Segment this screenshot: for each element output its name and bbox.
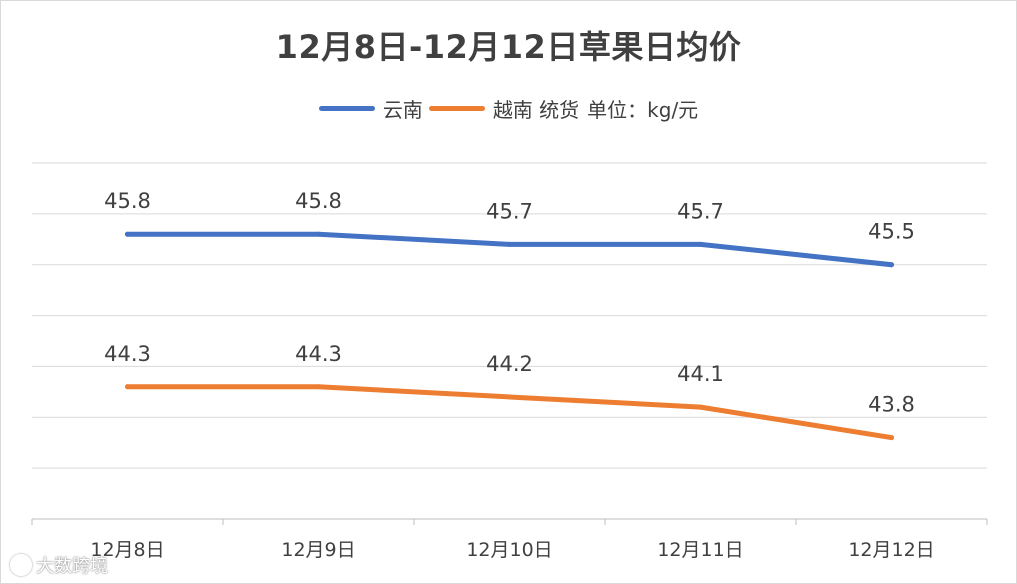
watermark-logo-icon bbox=[10, 554, 32, 576]
chart-title: 12月8日-12月12日草果日均价 bbox=[275, 28, 742, 66]
x-tick-label: 12月11日 bbox=[657, 539, 743, 561]
data-point bbox=[125, 231, 130, 237]
legend-item-yunnan: 云南 bbox=[318, 94, 423, 123]
data-label: 45.7 bbox=[677, 199, 724, 223]
data-point bbox=[125, 384, 130, 390]
data-point bbox=[316, 384, 321, 390]
series-line-0 bbox=[125, 231, 894, 268]
legend-label-yunnan: 云南 bbox=[382, 98, 423, 122]
data-label: 45.8 bbox=[104, 189, 151, 213]
data-label: 45.5 bbox=[868, 220, 915, 244]
legend-item-vietnam: 越南 统货 bbox=[428, 94, 580, 123]
data-point bbox=[316, 231, 321, 237]
data-label: 44.1 bbox=[677, 362, 724, 386]
legend-swatch-vietnam bbox=[428, 106, 485, 111]
series-line-1 bbox=[125, 384, 894, 441]
x-tick-label: 12月8日 bbox=[90, 539, 164, 561]
data-label: 43.8 bbox=[868, 393, 915, 417]
unit-note: 单位：kg/元 bbox=[587, 98, 699, 122]
watermark-text: 大数跨境 bbox=[36, 556, 108, 577]
data-point bbox=[698, 241, 703, 247]
data-point bbox=[889, 435, 894, 441]
data-label: 45.8 bbox=[295, 189, 342, 213]
data-point bbox=[889, 262, 894, 268]
data-point bbox=[507, 394, 512, 400]
data-label: 45.7 bbox=[486, 199, 533, 223]
x-tick-label: 12月12日 bbox=[848, 539, 934, 561]
x-tick-label: 12月9日 bbox=[281, 539, 355, 561]
x-tick-label: 12月10日 bbox=[466, 539, 552, 561]
data-point bbox=[507, 241, 512, 247]
data-label: 44.3 bbox=[104, 342, 151, 366]
data-label: 44.2 bbox=[486, 352, 533, 376]
data-point bbox=[698, 404, 703, 410]
legend: 云南 越南 统货 单位：kg/元 bbox=[0, 94, 1017, 123]
legend-swatch-yunnan bbox=[318, 106, 375, 111]
legend-label-vietnam: 越南 统货 bbox=[492, 98, 580, 122]
watermark: 大数跨境 bbox=[10, 552, 108, 578]
data-label: 44.3 bbox=[295, 342, 342, 366]
